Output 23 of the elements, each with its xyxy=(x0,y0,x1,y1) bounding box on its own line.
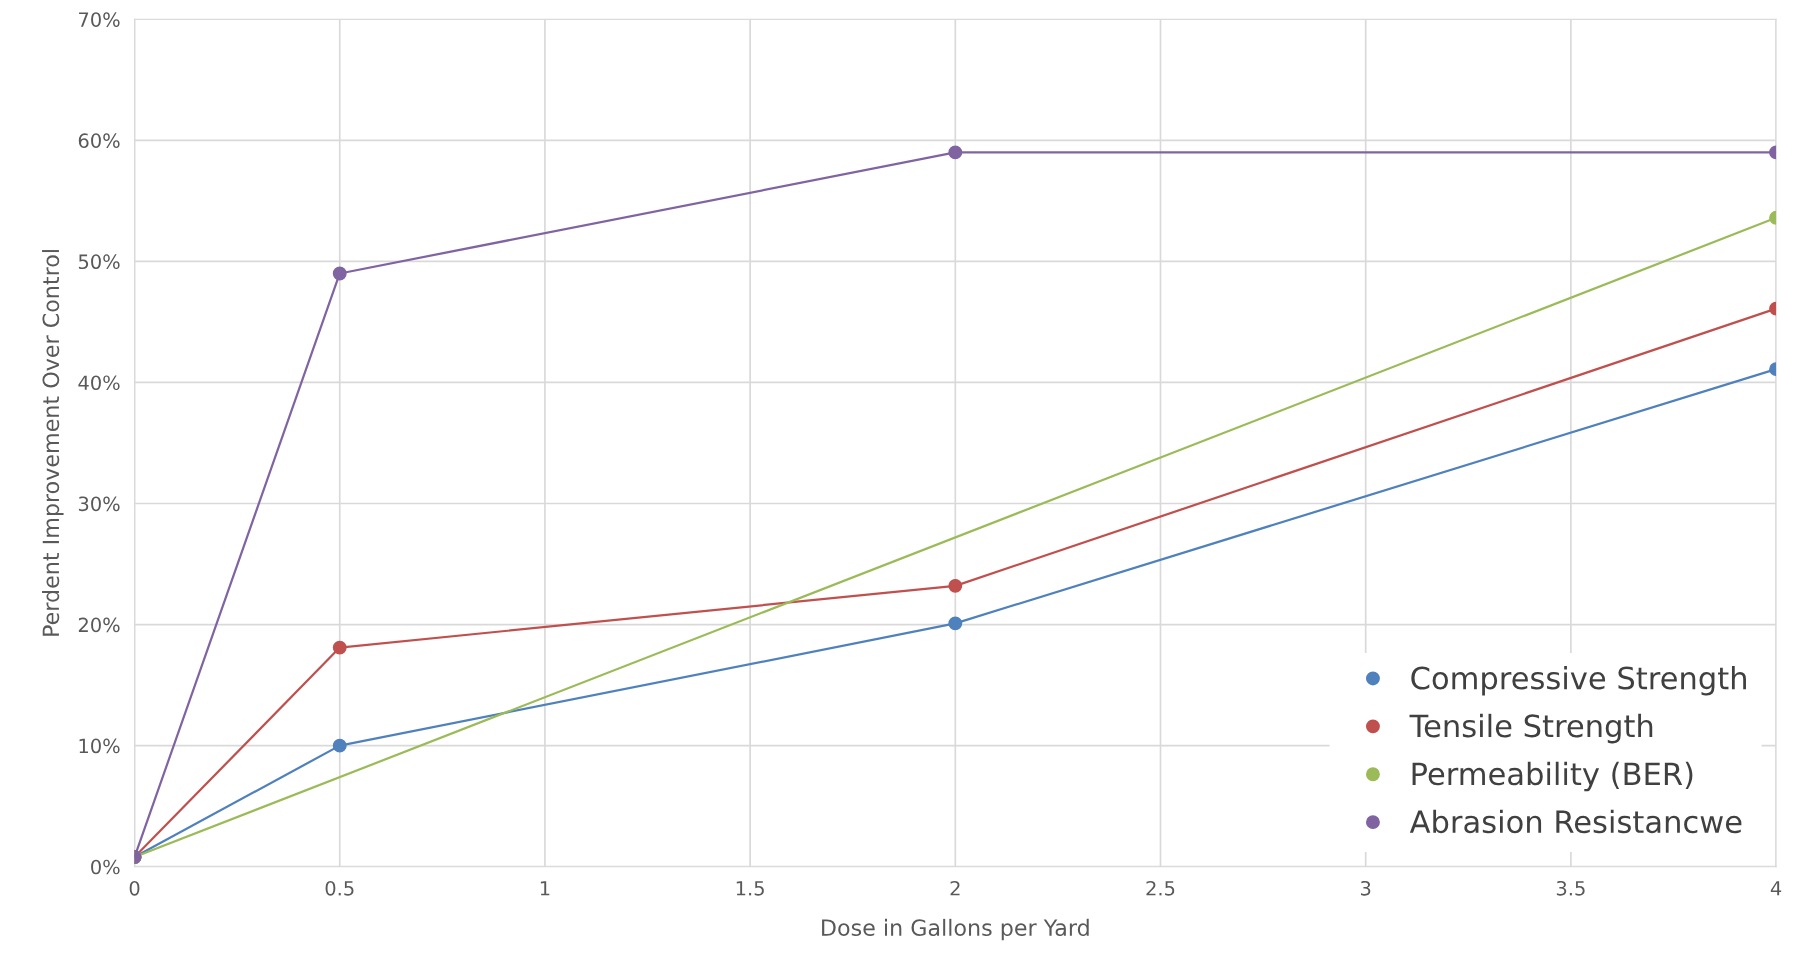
y-tick-label: 20% xyxy=(78,617,120,633)
y-tick-label: 0% xyxy=(91,859,120,875)
x-tick-label: 3.5 xyxy=(1556,880,1585,896)
x-tick-label: 3 xyxy=(1360,880,1371,896)
y-tick-label: 40% xyxy=(78,375,120,391)
x-axis-title: Dose in Gallons per Yard xyxy=(822,918,1089,941)
y-tick-label: 60% xyxy=(78,133,120,148)
x-tick-label: 2 xyxy=(950,880,960,896)
x-tick-label: 1.5 xyxy=(736,881,764,896)
x-tick-label: 0.5 xyxy=(325,880,354,896)
legend-label: Compressive Strength xyxy=(1411,665,1746,696)
legend-label: Tensile Strength xyxy=(1409,713,1653,744)
y-axis-title: Perdent Improvement Over Control xyxy=(42,250,64,636)
y-tick-label: 70% xyxy=(79,12,120,27)
x-tick-label: 2.5 xyxy=(1146,880,1175,896)
y-tick-label: 50% xyxy=(78,254,120,270)
legend-label: Permeability (BER) xyxy=(1412,761,1693,792)
x-tick-label: 0 xyxy=(129,880,140,896)
x-tick-label: 4 xyxy=(1770,881,1782,896)
legend-label: Abrasion Resistancwe xyxy=(1409,809,1742,834)
x-tick-label: 1 xyxy=(540,881,550,896)
y-tick-label: 10% xyxy=(79,738,120,754)
y-tick-label: 30% xyxy=(78,496,120,512)
